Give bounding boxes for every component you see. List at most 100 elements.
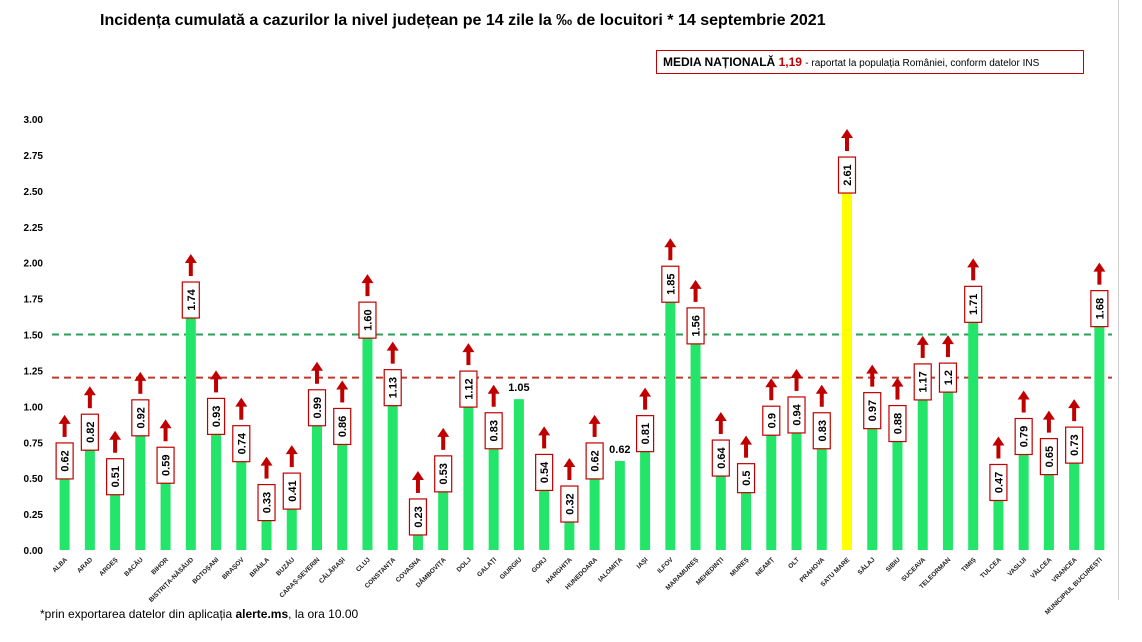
trend-arrow-head <box>184 254 197 264</box>
trend-arrow-head <box>336 380 349 390</box>
trend-arrow-head <box>361 274 374 284</box>
trend-arrow-head <box>790 368 803 378</box>
x-tick-label: GALAȚI <box>476 556 498 578</box>
data-label-box <box>762 405 781 436</box>
data-label: 1.60 <box>362 309 374 330</box>
trend-arrow-head <box>866 364 879 374</box>
data-label-box <box>964 285 983 323</box>
trend-up-arrow <box>563 458 576 481</box>
x-tick-label: IAȘI <box>636 556 650 570</box>
data-label: 2.61 <box>842 164 854 185</box>
data-label: 1.17 <box>918 371 930 392</box>
data-label-box <box>938 362 958 393</box>
trend-arrow-head <box>210 370 223 380</box>
trend-up-arrow <box>714 412 727 435</box>
trend-up-arrow <box>159 419 172 442</box>
trend-arrow-head <box>235 397 248 407</box>
trend-up-arrow <box>1068 399 1081 422</box>
bar <box>993 482 1004 550</box>
data-label-box <box>787 396 806 434</box>
data-label: 0.51 <box>110 466 122 487</box>
data-label: 0.23 <box>413 506 425 527</box>
trend-arrow-head <box>639 387 652 397</box>
trend-up-arrow <box>311 361 323 384</box>
chart-title: Incidența cumulată a cazurilor la nivel … <box>100 12 674 29</box>
data-label: 0.33 <box>262 492 274 513</box>
chart-date: 14 septembrie 2021 <box>677 12 826 29</box>
trend-arrow-head <box>1017 390 1030 400</box>
trend-up-arrow <box>588 414 601 437</box>
bar <box>942 377 953 550</box>
trend-up-arrow <box>815 384 828 407</box>
trend-arrow-shaft <box>1097 270 1102 285</box>
trend-arrow-shaft <box>1046 418 1051 433</box>
bar <box>135 417 146 550</box>
y-tick-label: 0.75 <box>24 438 44 449</box>
data-label: 0.86 <box>337 416 349 437</box>
footnote-suffix: , la ora 10.00 <box>288 607 359 621</box>
x-tick-label: CLUJ <box>355 556 372 573</box>
data-label: 0.62 <box>609 444 630 456</box>
trend-up-arrow <box>740 435 753 458</box>
trend-arrow-shaft <box>87 394 92 409</box>
trend-arrow-head <box>841 129 853 139</box>
trend-arrow-head <box>285 445 298 455</box>
data-label: 1.85 <box>665 274 677 295</box>
trend-arrow-head <box>311 361 323 371</box>
data-label: 0.73 <box>1069 434 1081 455</box>
data-label: 0.9 <box>766 413 778 428</box>
data-label-box <box>1090 290 1109 328</box>
x-tick-label: SĂLAJ <box>855 555 877 577</box>
trend-arrow-head <box>159 419 172 429</box>
trend-up-arrow <box>260 456 273 479</box>
bar <box>665 284 676 550</box>
data-label-box <box>863 392 882 430</box>
bar <box>614 460 625 550</box>
x-tick-label: VÂLCEA <box>1028 555 1053 580</box>
trend-arrow-shaft <box>744 443 749 458</box>
trend-up-arrow <box>967 258 980 281</box>
x-tick-label: MEHEDINȚI <box>695 556 725 586</box>
bar <box>842 175 852 550</box>
trend-arrow-shaft <box>62 422 67 437</box>
data-label: 0.88 <box>892 413 904 434</box>
trend-up-arrow <box>411 470 424 493</box>
trend-arrow-shaft <box>567 466 572 481</box>
trend-up-arrow <box>941 335 954 358</box>
trend-up-arrow <box>891 377 904 400</box>
bar <box>84 432 95 550</box>
bar <box>488 430 499 550</box>
bar <box>640 433 651 550</box>
x-tick-label: ALBA <box>51 556 69 574</box>
y-tick-label: 1.50 <box>24 331 44 342</box>
trend-arrow-head <box>487 384 500 394</box>
trend-arrow-shaft <box>794 376 799 391</box>
trend-up-arrow <box>210 370 223 393</box>
data-label: 0.54 <box>539 461 551 483</box>
trend-arrow-shaft <box>441 435 446 450</box>
trend-up-arrow <box>639 387 652 410</box>
data-label: 0.92 <box>135 407 147 428</box>
trend-up-arrow <box>58 414 71 437</box>
trend-arrow-shaft <box>365 282 370 297</box>
bar <box>867 410 878 550</box>
data-label: 0.62 <box>60 450 72 471</box>
bar <box>1018 436 1029 550</box>
trend-up-arrow <box>765 378 778 401</box>
data-label: 1.05 <box>508 382 529 394</box>
bar <box>690 325 701 550</box>
trend-up-arrow <box>336 380 349 403</box>
trend-up-arrow <box>866 364 879 387</box>
trend-arrow-shaft <box>668 246 673 261</box>
x-tick-label: CĂLĂRAȘI <box>317 555 347 585</box>
x-tick-label: BUZĂU <box>274 555 297 578</box>
bar <box>564 504 575 550</box>
trend-arrow-head <box>386 341 399 351</box>
data-label-box <box>535 453 554 492</box>
trend-arrow-shaft <box>819 392 824 407</box>
data-label-box <box>257 483 276 522</box>
trend-arrow-shaft <box>188 262 193 277</box>
trend-arrow-head <box>967 258 980 268</box>
x-tick-label: ILFOV <box>656 556 675 575</box>
